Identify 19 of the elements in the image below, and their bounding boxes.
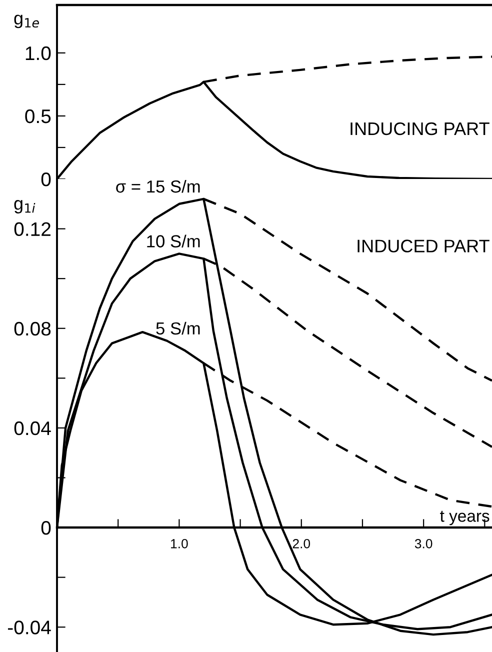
y-axis-title: g$_{1e}$ bbox=[14, 14, 39, 28]
annotation: INDUCING PART bbox=[350, 122, 490, 136]
y-tick-label: 0.12 bbox=[14, 222, 50, 236]
y-tick-label: 0.5 bbox=[25, 109, 51, 124]
y-tick-label: 0.08 bbox=[14, 322, 51, 336]
y-tick-label: 0.04 bbox=[14, 421, 51, 436]
x-axis-title: t years bbox=[440, 510, 490, 526]
x-tick-label: 1.0 bbox=[171, 538, 188, 548]
x-tick-label: 3.0 bbox=[414, 538, 432, 548]
y-axis-title: g$_{1i}$ bbox=[14, 200, 36, 214]
y-tick-label: 1.0 bbox=[26, 46, 51, 60]
y-tick-label: 0 bbox=[41, 172, 51, 186]
series-label: 5 S/m bbox=[156, 322, 200, 335]
series-label: 10 S/m bbox=[147, 234, 200, 248]
y-tick-label: 0 bbox=[41, 520, 51, 535]
x-tick-label: 2.0 bbox=[292, 538, 310, 548]
series-label: σ = 15 S/m bbox=[116, 180, 200, 193]
y-tick-label: -0.04 bbox=[8, 620, 51, 634]
annotation: INDUCED PART bbox=[358, 240, 490, 252]
